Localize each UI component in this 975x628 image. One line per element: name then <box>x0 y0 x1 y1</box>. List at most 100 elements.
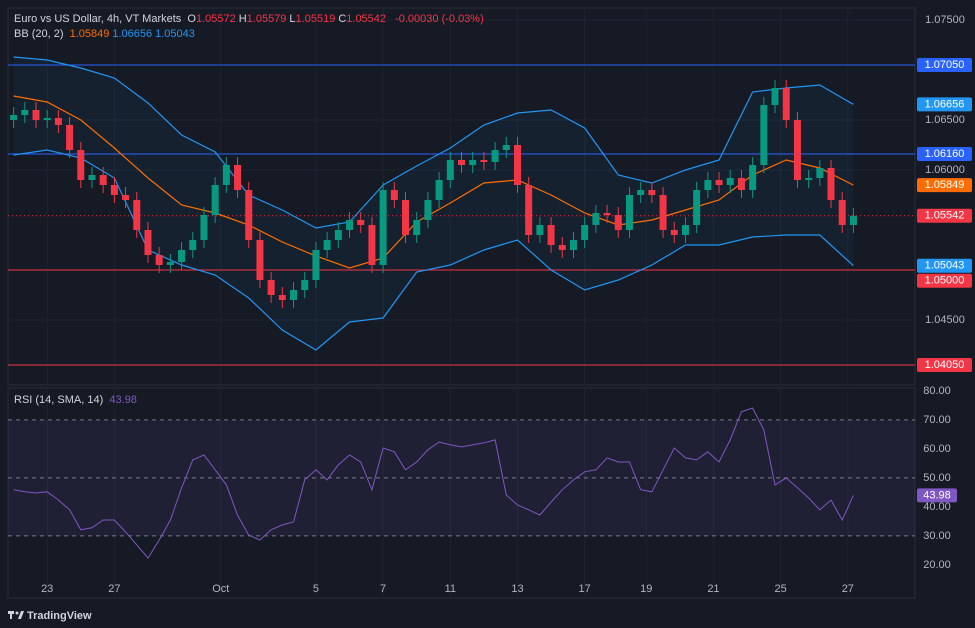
candle-body <box>110 185 118 195</box>
bb-value: 1.05043 <box>155 28 195 40</box>
candle-body <box>54 118 62 125</box>
candle-body <box>446 160 454 180</box>
x-tick-label: 25 <box>775 583 787 595</box>
candle-body <box>670 230 678 235</box>
candle-body <box>245 190 253 240</box>
price-label-box <box>917 97 972 112</box>
candle-body <box>805 178 813 180</box>
bb-fill <box>13 57 854 350</box>
y-tick-label: 80.00 <box>923 385 951 397</box>
brand: TradingView <box>8 609 95 622</box>
candle-body <box>491 150 499 162</box>
price-label: 1.05000 <box>925 275 965 287</box>
x-tick-label: 27 <box>842 583 854 595</box>
candle-body <box>379 190 387 265</box>
price-label-box <box>917 358 972 372</box>
candle-body <box>827 168 835 200</box>
candle-body <box>323 240 331 250</box>
candle-body <box>547 225 555 245</box>
candle-body <box>424 200 432 220</box>
rsi-line <box>13 407 854 559</box>
candle-body <box>368 225 376 265</box>
x-tick-label: 7 <box>380 583 386 595</box>
candle-body <box>749 165 757 190</box>
candle-body <box>704 180 712 190</box>
bb-value: 1.06656 <box>112 28 153 40</box>
bb-legend: BB (20, 2) 1.05849 1.06656 1.05043 <box>14 28 198 40</box>
bb-basis <box>13 95 854 269</box>
y-tick-label: 70.00 <box>923 414 951 426</box>
price-label-box <box>917 258 972 273</box>
candle-body <box>166 262 174 265</box>
x-tick-label: Oct <box>212 583 229 595</box>
candle-body <box>681 225 689 235</box>
bb-value: 1.05849 <box>69 28 110 40</box>
y-tick-label: 1.04500 <box>925 314 965 326</box>
ohlc-values: O1.05572 H1.05579 L1.05519 C1.05542 <box>187 13 389 25</box>
candle-body <box>357 220 365 225</box>
ohlc-key: O <box>187 13 196 25</box>
y-tick-label: 40.00 <box>923 501 951 513</box>
candle-body <box>32 110 40 120</box>
rsi-value-box <box>917 488 957 503</box>
candle-body <box>771 88 779 105</box>
candle-body <box>715 180 723 185</box>
symbol-legend: Euro vs US Dollar, 4h, VT Markets O1.055… <box>14 13 487 25</box>
x-tick-label: 27 <box>108 583 120 595</box>
candle-body <box>793 120 801 180</box>
candle-body <box>267 280 275 295</box>
rsi-value-label: 43.98 <box>923 489 951 501</box>
ohlc-key: L <box>289 13 296 25</box>
ohlc-value: 1.05572 <box>195 13 236 25</box>
candle-body <box>402 200 410 235</box>
candle-body <box>144 230 152 255</box>
x-tick-label: 17 <box>579 583 591 595</box>
candle-body <box>502 145 510 150</box>
price-label: 1.06160 <box>925 148 965 160</box>
candle-body <box>469 160 477 165</box>
candle-body <box>178 250 186 262</box>
candle-body <box>222 165 230 185</box>
y-tick-label: 1.07500 <box>925 14 965 26</box>
price-label: 1.06656 <box>925 98 965 110</box>
candle-body <box>569 240 577 250</box>
candle-body <box>21 110 29 115</box>
candle-body <box>133 200 141 230</box>
candle-body <box>334 230 342 240</box>
ohlc-value: 1.05542 <box>346 13 387 25</box>
candle-body <box>581 225 589 240</box>
candle-body <box>189 240 197 250</box>
ohlc-value: 1.05519 <box>295 13 336 25</box>
brand-logo <box>8 611 24 619</box>
y-tick-label: 20.00 <box>923 559 951 571</box>
candle-body <box>480 160 488 162</box>
y-tick-label: 60.00 <box>923 443 951 455</box>
candle-body <box>278 295 286 300</box>
price-label: 1.05849 <box>925 179 965 191</box>
price-label-box <box>917 273 972 288</box>
candle-body <box>301 280 309 290</box>
y-tick-label: 50.00 <box>923 472 951 484</box>
x-tick-label: 5 <box>313 583 319 595</box>
price-label-box <box>917 58 972 72</box>
price-label: 1.05542 <box>925 210 965 222</box>
y-tick-label: 30.00 <box>923 530 951 542</box>
x-tick-label: 21 <box>707 583 719 595</box>
candle-body <box>290 290 298 300</box>
candle-body <box>88 175 96 180</box>
bb-label: BB (20, 2) <box>14 28 64 40</box>
candle-body <box>648 190 656 195</box>
candle-body <box>155 255 163 265</box>
candle-body <box>234 165 242 190</box>
y-tick-label: 1.06000 <box>925 164 965 176</box>
candle-body <box>77 150 85 180</box>
candle-body <box>637 190 645 195</box>
ohlc-value: 1.05579 <box>246 13 287 25</box>
price-label: 1.04050 <box>925 359 965 371</box>
candle-body <box>849 215 857 225</box>
brand-text: TradingView <box>27 610 92 622</box>
rsi-value: 43.98 <box>109 394 137 406</box>
price-label: 1.07050 <box>925 59 965 71</box>
candle-body <box>558 245 566 250</box>
